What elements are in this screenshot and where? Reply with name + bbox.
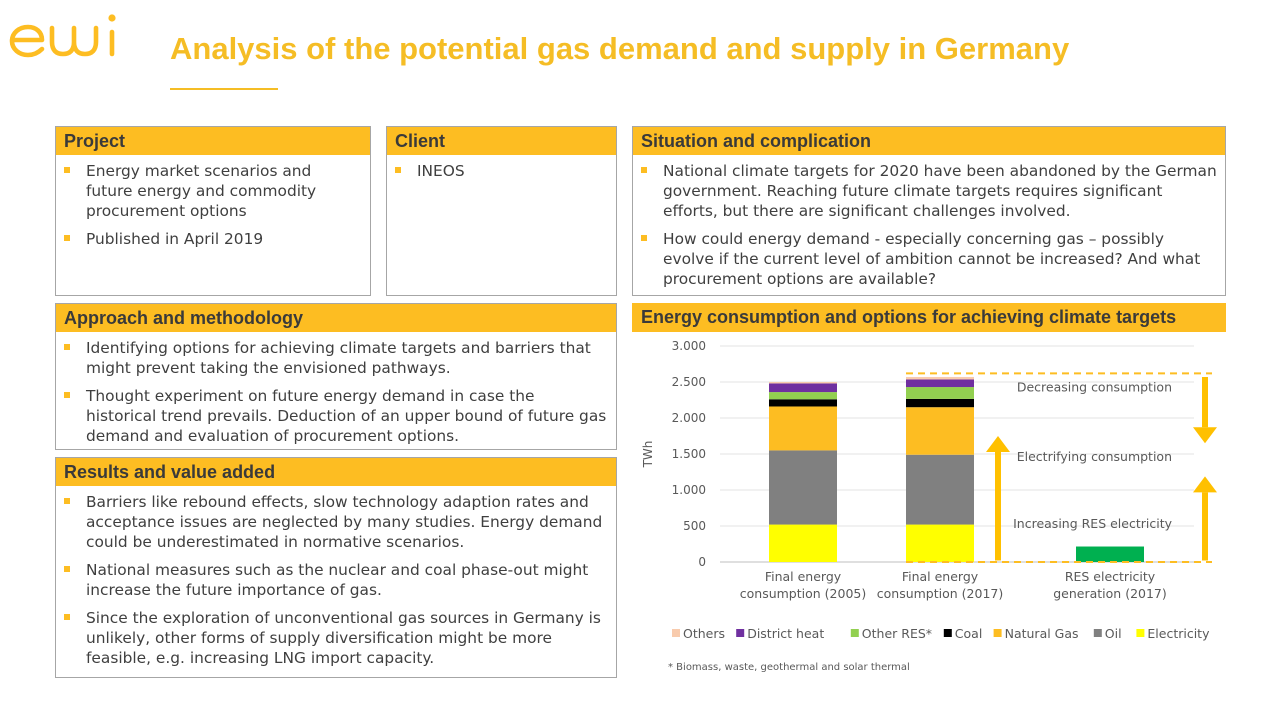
annotation-label: Decreasing consumption [1017,380,1172,395]
y-tick-label: 3.000 [672,339,706,353]
legend-swatch [736,629,745,637]
ewi-logo: ewi [9,14,116,58]
legend-label: Electricity [1147,626,1210,641]
list-item: National climate targets for 2020 have b… [641,161,1217,221]
client-panel: Client INEOS [386,126,617,296]
client-heading: Client [387,127,616,155]
x-tick-label: Final energy [902,569,979,584]
legend-label: Others [683,626,725,641]
legend-label: Natural Gas [1005,626,1079,641]
legend-swatch [993,629,1002,637]
results-list: Barriers like rebound effects, slow tech… [56,486,616,668]
list-item: Since the exploration of unconventional … [64,608,608,668]
bar-segment [769,392,837,400]
situation-heading: Situation and complication [633,127,1225,155]
x-tick-label: generation (2017) [1053,586,1167,601]
legend-swatch [943,629,952,637]
y-tick-label: 1.000 [672,483,706,497]
legend-swatch [850,629,859,637]
list-item: Energy market scenarios and future energ… [64,161,362,221]
decreasing-arrow-head [1193,427,1217,444]
list-item: Identifying options for achieving climat… [64,338,608,378]
bar-segment [1076,546,1144,562]
page-title: Analysis of the potential gas demand and… [170,31,1070,66]
list-item: INEOS [395,161,608,181]
list-item: Thought experiment on future energy dema… [64,386,608,446]
list-item: Barriers like rebound effects, slow tech… [64,492,608,552]
client-list: INEOS [387,155,616,181]
y-tick-label: 500 [683,519,706,533]
y-tick-label: 1.500 [672,447,706,461]
legend-swatch [1136,629,1145,637]
energy-consumption-chart: 0 500 1.000 1.500 2.000 2.500 3.000 TWh Final en… [641,339,1217,673]
approach-heading: Approach and methodology [56,304,616,332]
bar-segment [769,450,837,525]
y-tick-label: 2.500 [672,375,706,389]
y-tick-label: 2.000 [672,411,706,425]
bar-segment [906,379,974,388]
electrifying-arrow-head [986,436,1010,452]
x-tick-label: consumption (2017) [877,586,1003,601]
project-panel: Project Energy market scenarios and futu… [55,126,371,296]
res-arrow-head [1193,476,1217,493]
chart-title: Energy consumption and options for achie… [632,303,1226,332]
bar-segment [906,376,974,380]
approach-list: Identifying options for achieving climat… [56,332,616,446]
approach-panel: Approach and methodology Identifying opt… [55,303,617,450]
legend-label: District heat [747,626,824,641]
bar-segment [906,407,974,455]
legend-label: Other RES* [862,626,932,641]
annotation-label: Electrifying consumption [1017,449,1172,464]
x-tick-label: consumption (2005) [740,586,866,601]
chart-footnote: * Biomass, waste, geothermal and solar t… [668,662,910,673]
situation-panel: Situation and complication National clim… [632,126,1226,296]
bar-segment [906,387,974,399]
bar-segment [769,406,837,451]
situation-list: National climate targets for 2020 have b… [633,155,1225,289]
bar-segment [769,383,837,393]
bar-segment [906,398,974,408]
bar-segment [906,454,974,525]
title-underline [170,88,278,90]
legend-label: Coal [955,626,983,641]
results-heading: Results and value added [56,458,616,486]
bar-segment [769,382,837,384]
bar-segment [906,524,974,562]
legend-swatch [672,629,680,637]
y-axis-label: TWh [641,441,655,469]
list-item: National measures such as the nuclear an… [64,560,608,600]
x-tick-label: Final energy [765,569,842,584]
legend-label: Oil [1105,626,1122,641]
x-tick-label: RES electricity [1065,569,1156,584]
list-item: How could energy demand - especially con… [641,229,1217,289]
project-heading: Project [56,127,370,155]
list-item: Published in April 2019 [64,229,362,249]
project-list: Energy market scenarios and future energ… [56,155,370,249]
annotation-label: Increasing RES electricity [1013,516,1172,531]
bar-segment [769,399,837,407]
legend-swatch [1093,629,1102,637]
results-panel: Results and value added Barriers like re… [55,457,617,678]
bar-segment [769,524,837,562]
y-tick-label: 0 [698,555,706,569]
